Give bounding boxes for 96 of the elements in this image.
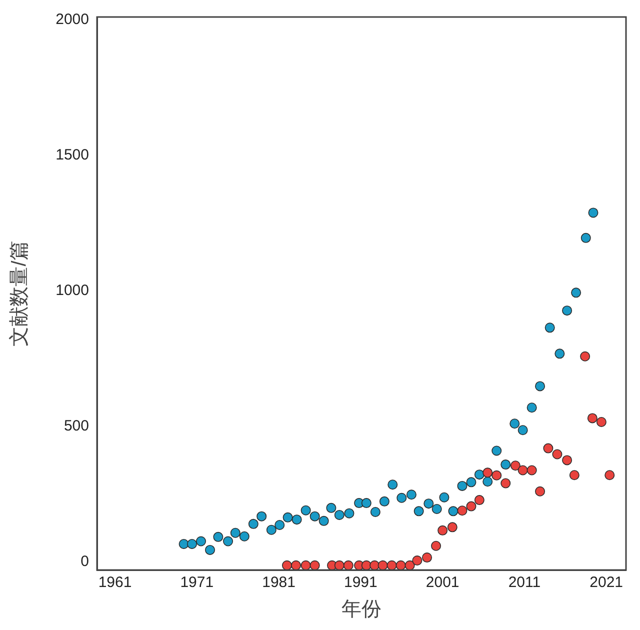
point (500, 460, 511, 470)
point (266, 524, 276, 535)
point (535, 381, 546, 392)
point (535, 486, 546, 496)
x-tick-label: 1981 (262, 574, 296, 592)
point (580, 232, 591, 243)
point (282, 512, 293, 522)
point (510, 418, 520, 429)
point (562, 455, 572, 466)
point (310, 511, 320, 522)
point (404, 560, 415, 570)
point (466, 501, 476, 512)
x-tick-label: 1971 (180, 574, 214, 592)
point (290, 560, 301, 570)
x-tick-label: 2021 (590, 574, 624, 592)
point (596, 416, 606, 427)
point (439, 492, 450, 502)
point (239, 531, 250, 542)
point (361, 498, 372, 508)
point (526, 402, 537, 413)
point (492, 446, 502, 456)
point (554, 348, 565, 359)
point (447, 522, 458, 532)
point (205, 544, 216, 555)
point (448, 506, 458, 516)
point (361, 560, 372, 570)
point (588, 208, 598, 218)
point (310, 560, 320, 570)
point (213, 532, 224, 542)
point (544, 322, 555, 333)
y-axis-title: 文献数量/篇 (8, 240, 31, 346)
point (334, 560, 344, 570)
point (580, 351, 590, 362)
point (386, 560, 397, 570)
point (300, 560, 311, 570)
x-tick-label: 2011 (508, 574, 541, 592)
x-tick-label: 1991 (344, 574, 378, 592)
point (518, 425, 528, 436)
point (334, 510, 344, 520)
point (248, 518, 258, 529)
point (370, 560, 380, 570)
point (326, 502, 336, 513)
point (571, 288, 582, 298)
point (178, 538, 189, 549)
point (562, 306, 572, 316)
point (370, 506, 380, 517)
point (292, 514, 302, 525)
point (274, 520, 285, 530)
point (482, 468, 493, 478)
point (412, 556, 422, 566)
point (500, 478, 511, 488)
point (482, 476, 493, 487)
point (300, 505, 311, 516)
point (526, 465, 537, 476)
point (474, 470, 484, 480)
point (406, 490, 416, 500)
point (186, 538, 197, 549)
y-tick-label: 1000 (56, 282, 89, 299)
point (552, 449, 562, 460)
point (466, 477, 476, 488)
point (510, 460, 520, 471)
point (422, 552, 432, 563)
point (318, 516, 329, 526)
point (388, 480, 398, 490)
point (543, 443, 554, 454)
point (344, 508, 354, 518)
point (424, 498, 434, 509)
x-tick-label: 2001 (426, 574, 460, 592)
point (587, 413, 598, 424)
point (431, 540, 442, 551)
x-tick-label: 1961 (98, 574, 132, 592)
point (474, 495, 484, 506)
point (343, 560, 354, 570)
y-tick-label: 500 (64, 417, 89, 434)
point (378, 560, 388, 570)
point (282, 560, 292, 570)
point (569, 470, 580, 480)
point (414, 506, 424, 516)
point (223, 536, 234, 546)
point (396, 492, 407, 503)
y-tick-label: 2000 (56, 10, 89, 28)
point (438, 525, 448, 536)
point (457, 480, 468, 491)
y-tick-label: 0 (80, 553, 89, 570)
y-tick-label: 1500 (56, 146, 89, 164)
point (457, 506, 468, 516)
point (518, 465, 528, 476)
point (379, 496, 390, 506)
point (396, 560, 406, 570)
point (492, 470, 502, 480)
point (230, 528, 240, 538)
point (196, 536, 206, 546)
point (256, 511, 267, 522)
x-axis-title: 年份 (342, 598, 382, 621)
point (432, 504, 442, 514)
point (604, 470, 615, 480)
